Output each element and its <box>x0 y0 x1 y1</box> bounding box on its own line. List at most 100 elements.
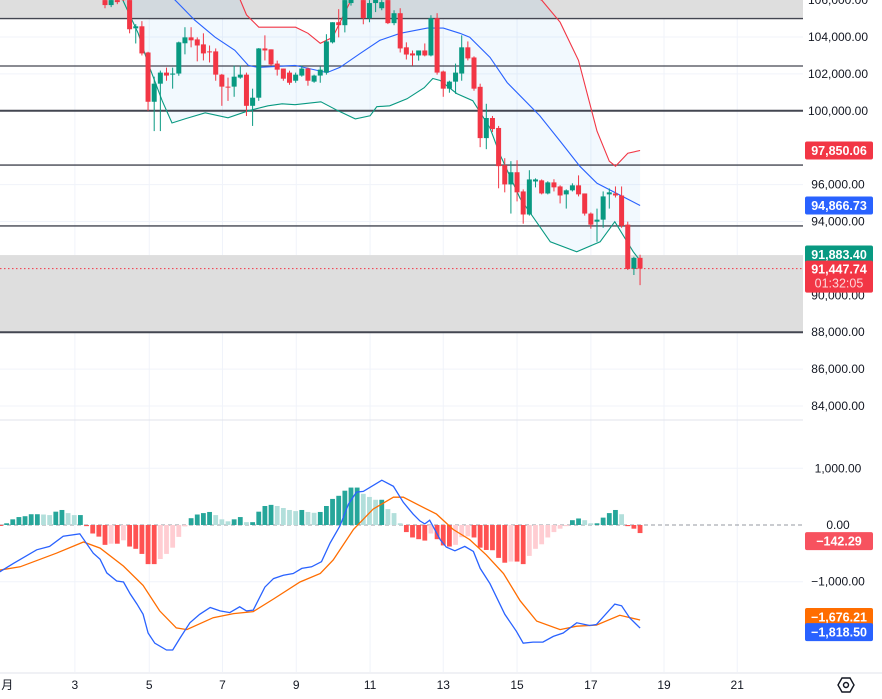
macd-histogram-bar <box>280 507 286 525</box>
macd-histogram-bar <box>360 493 366 525</box>
candle-down <box>268 49 274 65</box>
candle-up <box>256 48 262 98</box>
countdown-label: 01:32:05 <box>815 277 864 291</box>
candle-down <box>477 86 483 139</box>
candles <box>102 0 643 286</box>
candle-up <box>483 117 489 139</box>
macd-histogram-bar <box>305 511 311 525</box>
macd-histogram-bar <box>28 514 34 525</box>
bollinger-band-fill <box>122 0 641 261</box>
macd-histogram-bar <box>354 487 360 525</box>
macd-histogram-bar <box>526 525 532 556</box>
candle-down <box>225 86 231 88</box>
macd-histogram-bar <box>10 519 16 525</box>
macd-histogram-bar <box>250 522 255 525</box>
candle-down <box>262 48 268 51</box>
macd-tag <box>805 608 873 627</box>
macd-histogram-bar <box>188 518 194 525</box>
macd-histogram-bar <box>59 509 65 525</box>
macd-histogram-bar <box>520 525 526 565</box>
macd-histogram-bar <box>78 515 83 525</box>
bollinger-lower-line <box>122 0 641 261</box>
macd-histogram-bar <box>619 514 624 525</box>
macd-histogram-bar <box>268 504 274 525</box>
macd-tag-label: −142.29 <box>816 535 862 549</box>
macd-pane[interactable] <box>0 479 803 651</box>
macd-histogram-bar <box>342 490 348 525</box>
candle-down <box>612 193 618 196</box>
macd-histogram-bar <box>108 525 114 544</box>
macd-histogram-bar <box>219 519 225 525</box>
macd-histogram-bar <box>127 525 132 547</box>
candle-down <box>102 0 108 6</box>
candle-up <box>600 196 606 220</box>
candle-up <box>250 97 256 106</box>
macd-tag <box>805 532 873 551</box>
candle-down <box>465 47 471 59</box>
macd-histogram-bar <box>477 525 483 548</box>
candle-down <box>127 0 133 30</box>
candle-up <box>606 192 612 195</box>
price-axis-label: 102,000.00 <box>808 67 868 81</box>
macd-tag <box>805 623 873 642</box>
macd-histogram-bar <box>545 525 551 538</box>
macd-histogram-bar <box>576 518 581 525</box>
horizontal-levels[interactable] <box>0 17 803 334</box>
candle-down <box>274 63 280 70</box>
macd-histogram-bar <box>625 525 631 527</box>
candle-up <box>366 3 372 19</box>
price-pane[interactable] <box>0 0 803 334</box>
candle-up <box>108 0 114 6</box>
macd-histogram-bar <box>403 525 409 533</box>
price-axis-label: 84,000.00 <box>811 399 865 413</box>
macd-histogram-bar <box>606 513 612 525</box>
candle-down <box>200 44 206 54</box>
macd-histogram-bar <box>557 525 563 529</box>
candle-up <box>459 47 465 74</box>
macd-histogram-bar <box>453 525 458 545</box>
macd-histogram-bar <box>471 525 477 538</box>
candle-up <box>428 18 434 56</box>
gear-hexagon-icon[interactable] <box>837 677 855 693</box>
macd-histogram-bar <box>96 525 102 537</box>
candle-down <box>557 186 563 196</box>
macd-histogram-bar <box>114 525 120 544</box>
price-axis-label: 86,000.00 <box>811 362 865 376</box>
time-axis-label: 月 <box>1 678 13 692</box>
macd-histogram-bar <box>262 506 268 525</box>
macd-histogram-bar <box>428 525 434 534</box>
macd-tag-label: −1,676.21 <box>811 611 867 625</box>
macd-tag-label: −1,818.50 <box>811 626 867 640</box>
macd-histogram-bar <box>170 525 176 548</box>
candle-down <box>582 193 588 214</box>
macd-histogram-bar <box>440 525 446 546</box>
macd-histogram-bar <box>385 509 391 525</box>
candle-down <box>625 224 631 269</box>
macd-histogram-bar <box>299 509 305 525</box>
time-axis-label: 21 <box>731 678 745 692</box>
chart-settings-button[interactable] <box>837 677 855 693</box>
macd-histogram-bar <box>330 498 335 525</box>
candle-up <box>182 37 188 44</box>
candle-down <box>213 51 219 75</box>
price-zone <box>0 0 803 19</box>
macd-histogram-bar <box>139 525 145 554</box>
candle-down <box>360 0 366 19</box>
macd-histogram-bar <box>4 523 9 525</box>
candle-up <box>508 172 514 185</box>
time-axis[interactable]: 月 3 5 7 9 11 13 15 17 19 21 <box>1 678 744 692</box>
candle-down <box>188 37 194 41</box>
candle-down <box>520 191 526 215</box>
signal-line <box>0 496 641 631</box>
macd-axis[interactable]: 1,000.00 0.00 −1,000.00 <box>811 461 865 588</box>
candle-down <box>434 18 440 73</box>
candle-down <box>336 22 342 26</box>
candle-up <box>348 0 354 4</box>
candle-up <box>311 75 317 82</box>
candle-up <box>176 42 182 74</box>
price-axis[interactable]: 106,000.00 104,000.00 102,000.00 100,000.00… <box>808 0 868 413</box>
candle-down <box>305 68 311 81</box>
macd-histogram-bar <box>391 513 397 525</box>
candle-up <box>446 81 452 89</box>
